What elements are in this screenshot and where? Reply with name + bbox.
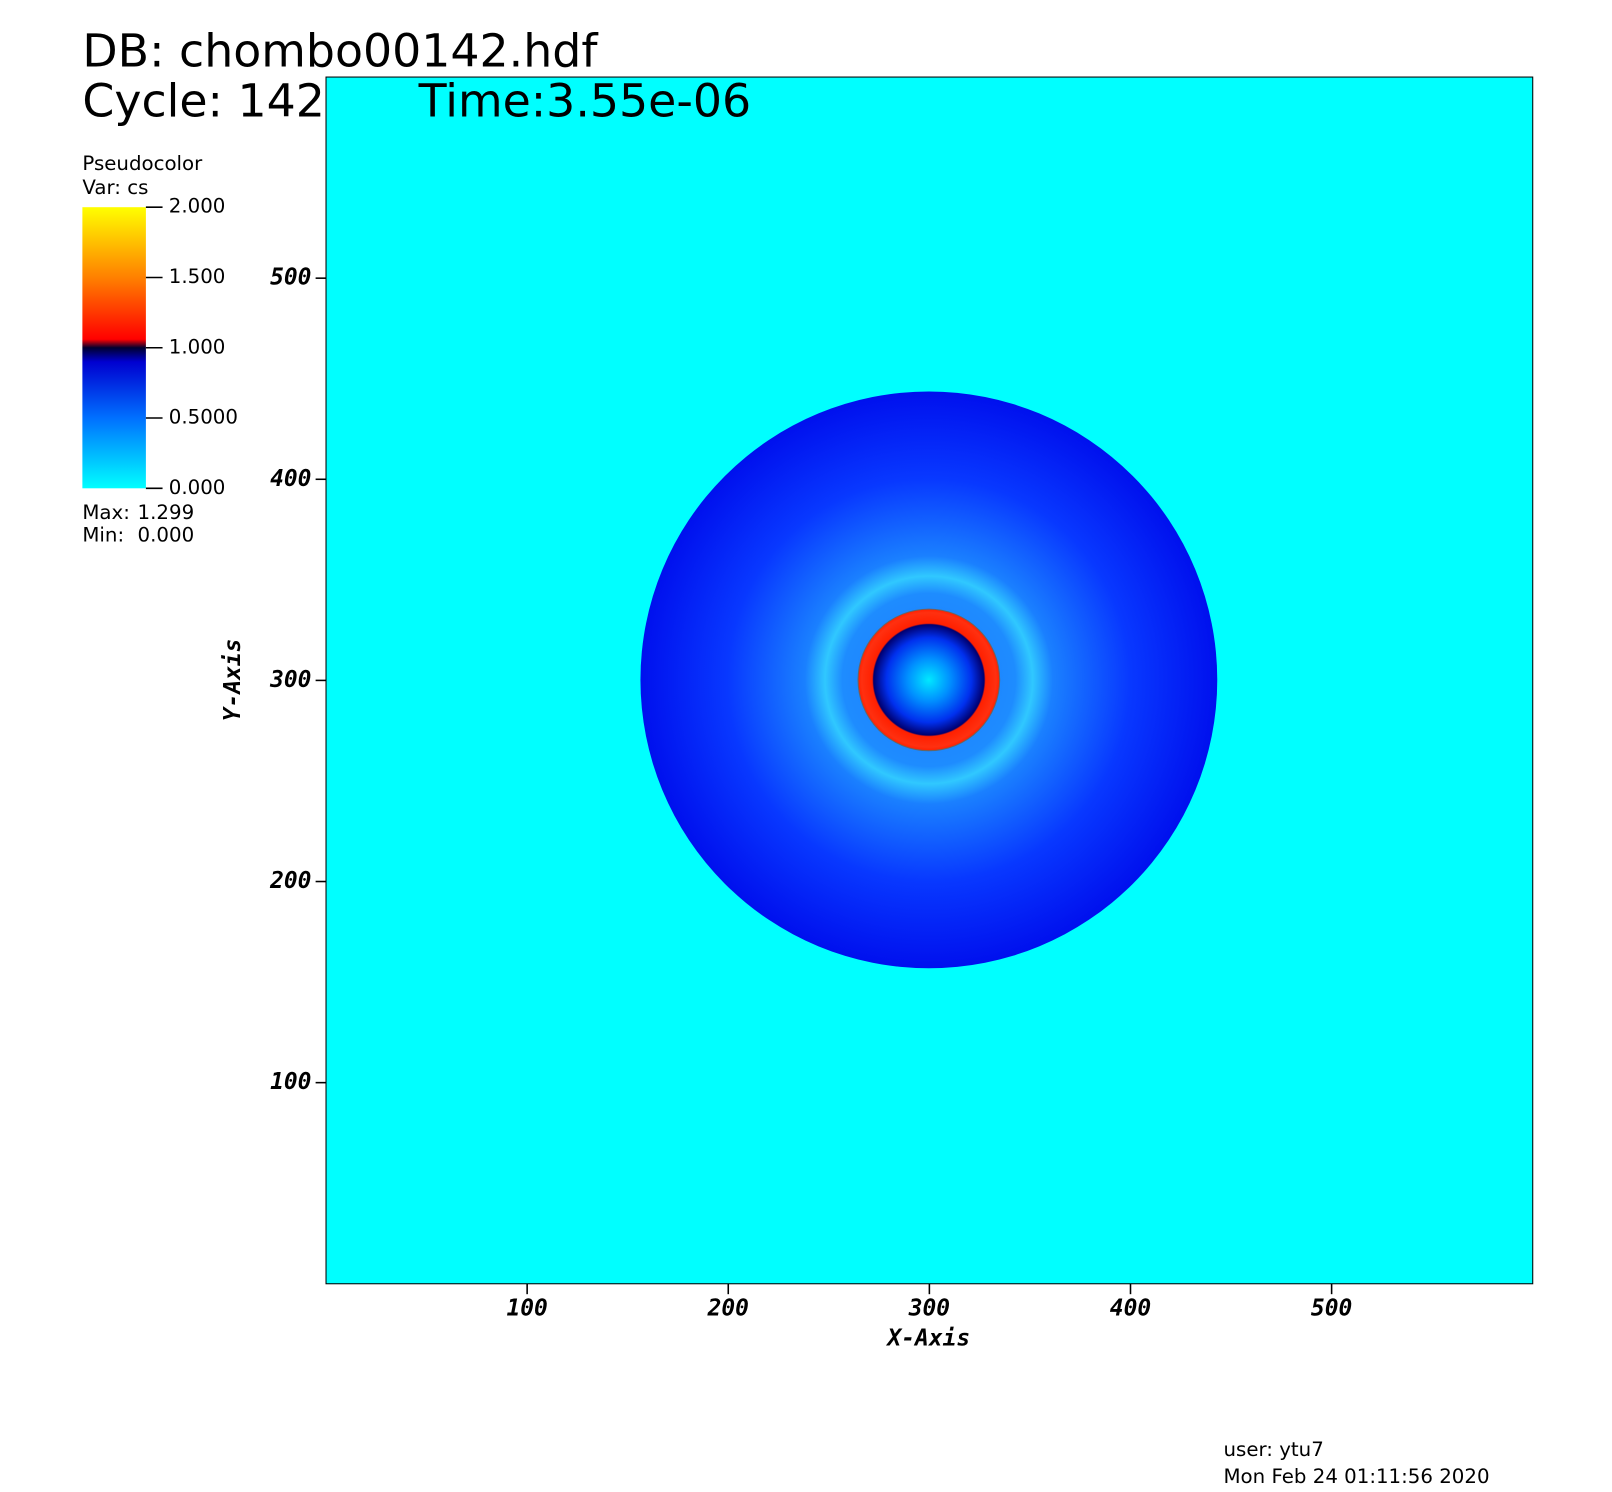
x-tick-label: 400 <box>1110 1295 1151 1321</box>
y-tick-label: 100 <box>270 1069 311 1095</box>
db-title: DB: chombo00142.hdf <box>82 24 598 78</box>
x-axis-label: X-Axis <box>886 1325 971 1351</box>
colorbar-tick-label: 0.5000 <box>169 406 238 429</box>
x-tick-label: 100 <box>506 1295 547 1321</box>
y-tick-label: 300 <box>269 667 311 693</box>
y-axis-label: Y-Axis <box>220 639 246 722</box>
x-tick-label: 200 <box>707 1295 749 1321</box>
colorbar-tick-label: 2.000 <box>169 195 226 218</box>
y-tick-label: 400 <box>270 466 311 492</box>
colorbar-tick-label: 0.000 <box>169 476 226 499</box>
y-tick-label: 500 <box>270 265 311 291</box>
time: Time:3.55e-06 <box>418 74 751 128</box>
colorbar-tick-label: 1.500 <box>169 265 226 288</box>
inner-disk <box>857 608 1001 752</box>
cycle: Cycle: 142 <box>82 74 325 128</box>
legend-var: Var: cs <box>82 176 148 199</box>
max-value: 1.299 <box>138 501 195 524</box>
max-label: Max: <box>82 501 130 524</box>
y-tick-label: 200 <box>269 868 311 894</box>
x-tick-label: 300 <box>908 1295 950 1321</box>
date: Mon Feb 24 01:11:56 2020 <box>1224 1465 1490 1488</box>
x-tick-label: 500 <box>1311 1295 1352 1321</box>
colorbar <box>82 207 146 489</box>
min-value: 0.000 <box>138 524 195 547</box>
colorbar-tick-label: 1.000 <box>169 335 226 358</box>
legend-title: Pseudocolor <box>82 152 203 175</box>
min-label: Min: <box>82 524 124 547</box>
user: user: ytu7 <box>1224 1438 1324 1461</box>
